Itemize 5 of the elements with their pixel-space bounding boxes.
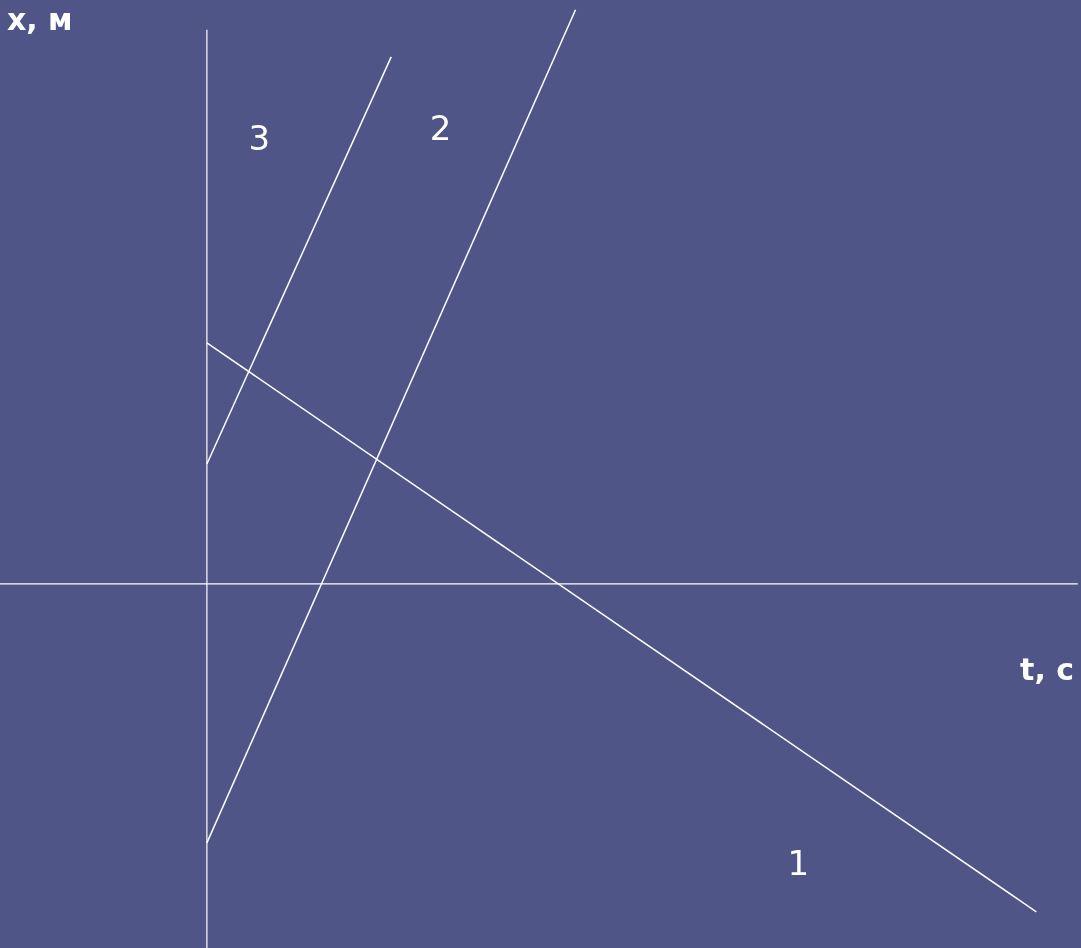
text: 3: [248, 117, 271, 158]
y-axis-title: x, м: [6, 2, 73, 38]
series-label: 2: [429, 107, 452, 148]
text: 1: [787, 842, 810, 883]
x-axis-title: t, с: [1020, 652, 1075, 688]
